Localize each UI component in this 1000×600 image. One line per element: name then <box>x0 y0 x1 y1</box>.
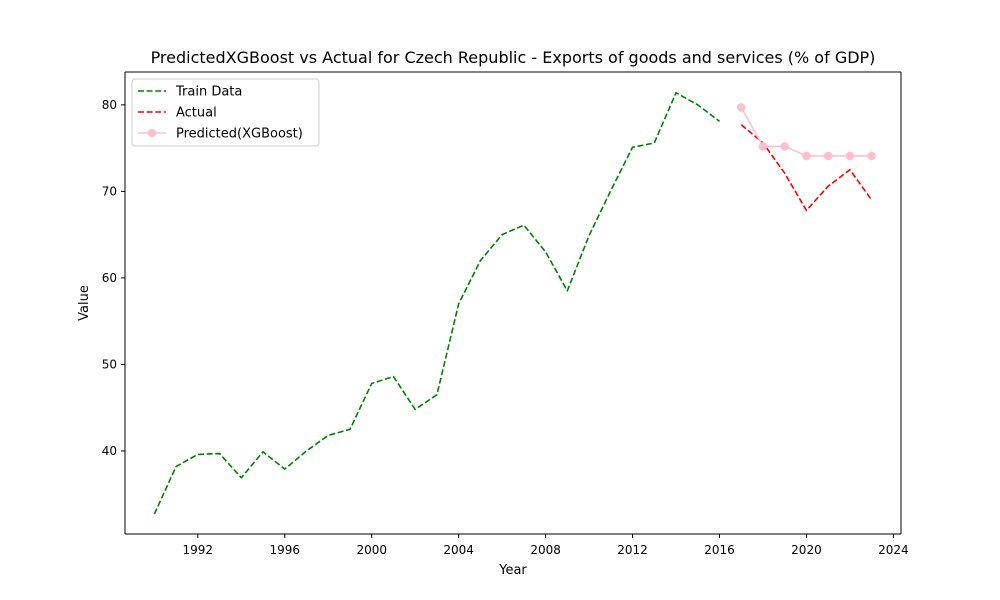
x-tick-label: 2020 <box>791 543 822 557</box>
y-tick-label: 80 <box>102 98 117 112</box>
data-point-predicted-xgboost <box>802 151 811 161</box>
x-tick-label: 2016 <box>704 543 735 557</box>
data-point-predicted-xgboost <box>758 142 768 151</box>
legend-marker-predicted-xgboost <box>147 128 157 138</box>
x-tick-label: 2000 <box>356 543 387 557</box>
data-point-predicted-xgboost <box>867 151 876 161</box>
data-point-predicted-xgboost <box>845 151 855 161</box>
legend-box <box>131 78 320 147</box>
y-tick-label: 70 <box>102 184 117 198</box>
axes-layer: 1992 1996 2000 2004 2008 2012 2016 2020 2024 40 50… <box>102 71 909 557</box>
y-tick-label: 40 <box>102 444 117 458</box>
y-axis-label: Value <box>77 285 92 321</box>
legend: Train Data Actual Predicted(XGBoost) <box>131 78 320 147</box>
series-line-train-data <box>153 91 720 515</box>
legend-label-train-data: Train Data <box>175 85 242 100</box>
x-tick-label: 2004 <box>443 543 474 557</box>
x-tick-label: 1996 <box>269 543 300 557</box>
legend-label-actual: Actual <box>176 106 217 121</box>
x-axis-label: Year <box>498 563 527 578</box>
plot-area <box>125 72 901 534</box>
x-tick-label: 2008 <box>530 543 561 557</box>
x-tick-label: 1992 <box>183 543 214 557</box>
series-layer <box>153 91 876 515</box>
data-point-predicted-xgboost <box>736 103 746 112</box>
y-tick-label: 50 <box>102 357 117 371</box>
legend-label-predicted-xgboost: Predicted(XGBoost) <box>176 127 303 142</box>
x-tick-label: 2024 <box>878 543 909 557</box>
data-point-predicted-xgboost <box>823 151 833 161</box>
chart-title: PredictedXGBoost vs Actual for Czech Rep… <box>151 48 876 67</box>
x-tick-label: 2012 <box>617 543 648 557</box>
y-tick-label: 60 <box>102 271 117 285</box>
data-point-predicted-xgboost <box>780 142 790 151</box>
